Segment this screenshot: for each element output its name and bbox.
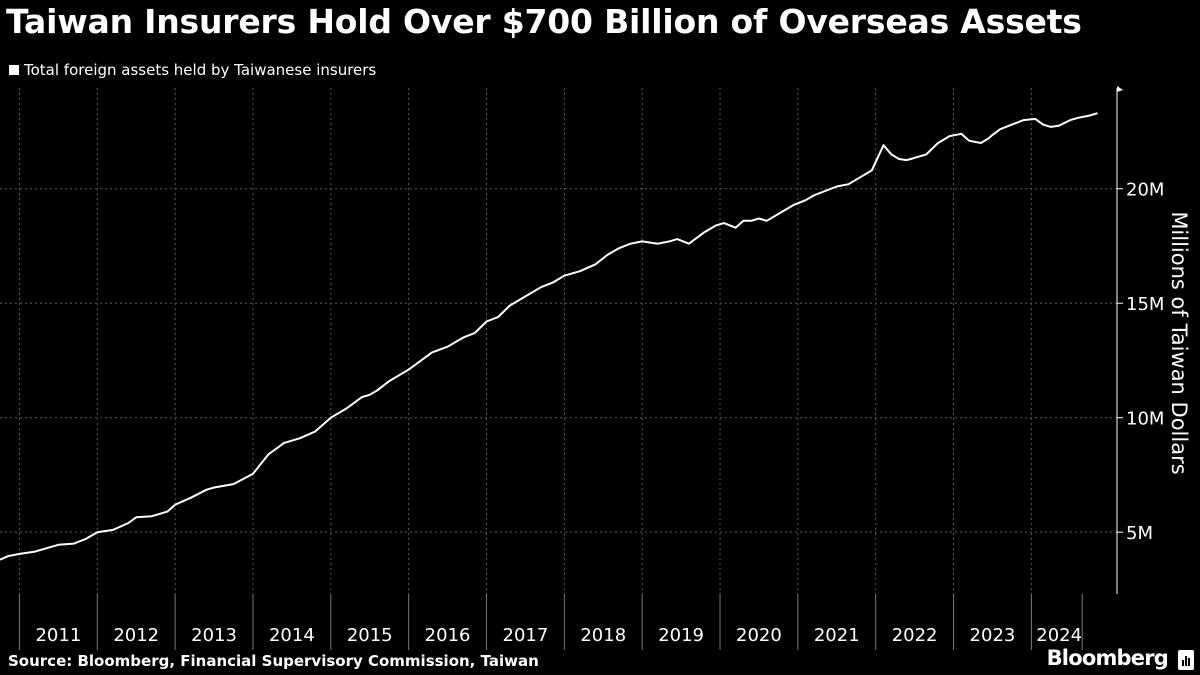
x-tick-label: 2015 [347,625,393,646]
x-tick-label: 2018 [580,625,626,646]
bloomberg-chart-icon [1178,650,1194,670]
series [0,112,1098,561]
legend: Total foreign assets held by Taiwanese i… [9,61,376,79]
x-tick-label: 2023 [970,625,1016,646]
x-tick-label: 2016 [425,625,471,646]
x-tick-label: 2012 [113,625,159,646]
y-tick-label: 15M [1126,294,1164,315]
x-tick-label: 2013 [191,625,237,646]
chart-title: Taiwan Insurers Hold Over $700 Billion o… [6,2,1082,41]
x-tick-label: 2017 [503,625,549,646]
x-tick-label: 2021 [814,625,860,646]
x-tick-label: 2024 [1036,625,1082,646]
x-tick-label: 2022 [892,625,938,646]
legend-swatch [9,65,19,75]
brand-logo: Bloomberg [1046,646,1169,670]
legend-label: Total foreign assets held by Taiwanese i… [24,61,377,79]
series-line [0,112,1098,561]
x-tick-label: 2011 [35,625,81,646]
x-tick-label: 2019 [658,625,704,646]
source-note: Source: Bloomberg, Financial Supervisory… [8,652,539,670]
x-axis: 2011 2012 2013 2014 2015 2016 2017 2018 2019 2020… [18,594,1083,650]
y-tick-label: 10M [1126,409,1164,430]
x-tick-label: 2014 [269,625,315,646]
y-axis: 5M 10M 15M 20M [1116,86,1164,594]
x-tick-label: 2020 [736,625,782,646]
grid [0,88,1117,594]
y-axis-arrow [1117,86,1123,92]
y-tick-label: 5M [1126,523,1153,544]
y-tick-label: 20M [1126,180,1164,201]
y-axis-label: Millions of Taiwan Dollars [1167,211,1191,474]
